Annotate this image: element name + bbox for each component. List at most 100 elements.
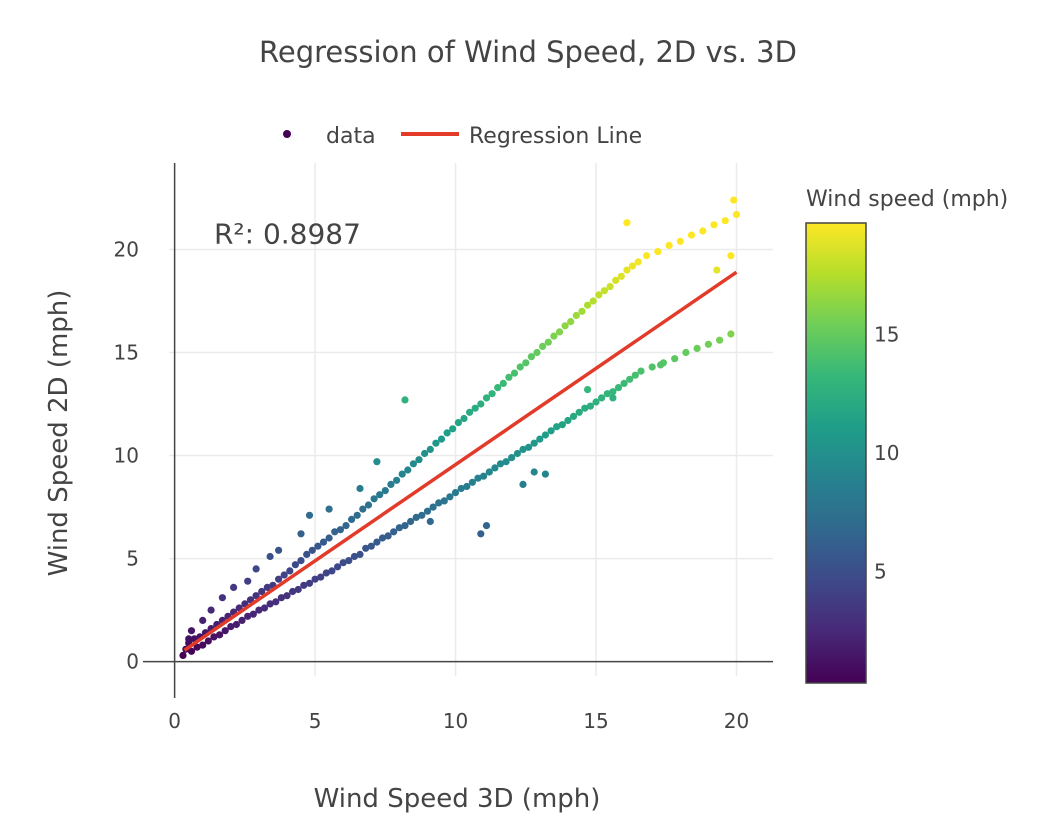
scatter-point [620, 379, 628, 387]
scatter-point [533, 348, 541, 357]
scatter-point [255, 606, 263, 614]
scatter-point [362, 544, 370, 552]
scatter-point [693, 344, 701, 352]
scatter-point [401, 396, 409, 404]
scatter-point [266, 600, 274, 608]
scatter-points [179, 196, 741, 660]
legend-data-marker [283, 130, 291, 138]
r-squared-annotation: R²: 0.8987 [214, 217, 361, 250]
legend[interactable]: data Regression Line [283, 124, 642, 149]
scatter-point [305, 579, 314, 587]
scatter-point [530, 468, 538, 476]
scatter-point [637, 367, 645, 375]
scatter-point [244, 577, 252, 585]
scatter-point [373, 538, 381, 546]
scatter-point [654, 248, 662, 256]
y-tick-label: 10 [114, 444, 139, 468]
scatter-point [727, 330, 735, 338]
scatter-point [505, 373, 513, 381]
scatter-point [230, 583, 238, 592]
chart-title: Regression of Wind Speed, 2D vs. 3D [259, 35, 797, 69]
scatter-point [451, 489, 460, 497]
scatter-point [457, 484, 465, 493]
scatter-point [648, 363, 656, 371]
colorbar-gradient [805, 222, 867, 684]
scatter-point [510, 369, 519, 377]
scatter-point [612, 276, 620, 284]
scatter-point [454, 419, 462, 427]
scatter-point [558, 421, 566, 429]
colorbar-title: Wind speed (mph) [806, 187, 1008, 212]
scatter-point [595, 291, 603, 299]
scatter-point [334, 563, 342, 571]
scatter-point [623, 219, 631, 227]
scatter-point [390, 528, 398, 536]
y-tick-label: 5 [126, 547, 139, 571]
scatter-point [541, 470, 550, 478]
x-tick-label: 20 [724, 709, 749, 733]
scatter-point [600, 287, 609, 295]
scatter-point [449, 425, 457, 433]
scatter-point [550, 332, 558, 340]
scatter-point [246, 596, 255, 604]
scatter-point [536, 435, 544, 443]
scatter-point [407, 517, 415, 526]
scatter-point [527, 353, 536, 361]
scatter-point [589, 297, 597, 305]
scatter-point [221, 627, 229, 635]
scatter-point [294, 585, 302, 594]
scatter-point [491, 464, 499, 472]
scatter-point [350, 552, 358, 561]
scatter-point [429, 503, 437, 511]
scatter-point [289, 587, 297, 596]
scatter-point [541, 431, 550, 439]
scatter-point [584, 301, 592, 309]
scatter-point [584, 386, 592, 394]
scatter-point [348, 515, 356, 524]
scatter-point [336, 526, 344, 534]
scatter-point [258, 587, 266, 596]
scatter-point [603, 390, 611, 398]
scatter-point [179, 651, 187, 660]
scatter-point [435, 499, 443, 507]
scatter-point [732, 210, 741, 219]
scatter-point [682, 348, 690, 357]
regression-line [183, 270, 738, 652]
scatter-point [409, 460, 417, 468]
scatter-point [277, 594, 285, 602]
regression-line-layer [183, 270, 738, 652]
scatter-point [482, 394, 491, 402]
x-axis-label: Wind Speed 3D (mph) [314, 784, 601, 814]
scatter-point [522, 359, 530, 367]
scatter-point [339, 559, 347, 567]
scatter-point [317, 573, 325, 581]
scatter-point [567, 318, 575, 326]
scatter-point [308, 546, 316, 554]
scatter-point [387, 480, 395, 488]
scatter-point [227, 623, 235, 631]
scatter-point [303, 550, 311, 559]
scatter-point [530, 439, 538, 447]
scatter-point [283, 592, 291, 600]
scatter-point [297, 557, 305, 565]
scatter-point [480, 472, 488, 480]
scatter-point [297, 530, 305, 538]
scatter-point [193, 643, 201, 651]
scatter-point [626, 375, 634, 383]
scatter-point [218, 594, 226, 602]
scatter-point [440, 497, 448, 505]
colorbar: Wind speed (mph) 5 10 15 [805, 187, 1008, 684]
scatter-point [187, 647, 196, 655]
axes-layer: 0 5 10 15 20 0 5 10 15 20 [114, 163, 773, 733]
scatter-point [609, 388, 617, 396]
colorbar-tick-label: 15 [874, 322, 899, 346]
scatter-point [210, 633, 218, 641]
scatter-point [468, 478, 476, 486]
scatter-point [331, 528, 339, 536]
scatter-point [657, 361, 665, 369]
scatter-point [356, 484, 364, 493]
scatter-point [378, 534, 387, 542]
scatter-point [423, 507, 432, 515]
scatter-point [398, 470, 406, 478]
